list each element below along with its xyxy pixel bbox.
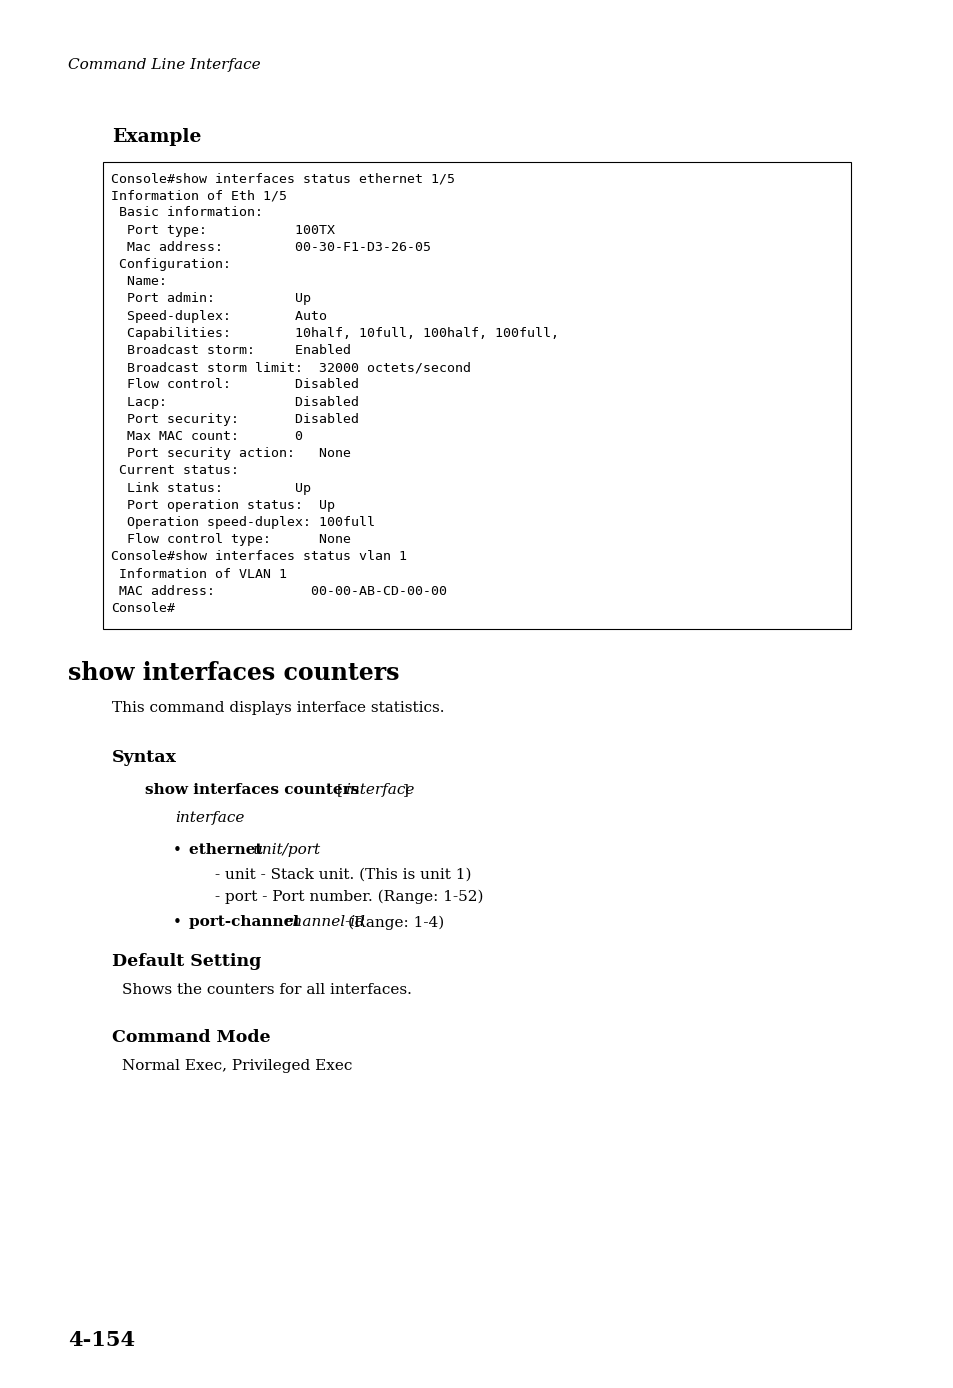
Text: Flow control type:      None: Flow control type: None — [111, 533, 351, 547]
Text: Console#show interfaces status ethernet 1/5: Console#show interfaces status ethernet … — [111, 172, 455, 185]
Text: Capabilities:        10half, 10full, 100half, 100full,: Capabilities: 10half, 10full, 100half, 1… — [111, 326, 558, 340]
Text: Syntax: Syntax — [112, 750, 176, 766]
Text: Broadcast storm:     Enabled: Broadcast storm: Enabled — [111, 344, 351, 357]
Text: unit/port: unit/port — [253, 843, 321, 858]
Text: MAC address:            00-00-AB-CD-00-00: MAC address: 00-00-AB-CD-00-00 — [111, 584, 447, 598]
Text: Port type:           100TX: Port type: 100TX — [111, 223, 335, 236]
Text: 4-154: 4-154 — [68, 1330, 135, 1351]
Text: Max MAC count:       0: Max MAC count: 0 — [111, 430, 303, 443]
Text: Link status:         Up: Link status: Up — [111, 482, 311, 494]
FancyBboxPatch shape — [103, 162, 850, 629]
Text: - unit - Stack unit. (This is unit 1): - unit - Stack unit. (This is unit 1) — [214, 868, 471, 881]
Text: Broadcast storm limit:  32000 octets/second: Broadcast storm limit: 32000 octets/seco… — [111, 361, 471, 375]
Text: Operation speed-duplex: 100full: Operation speed-duplex: 100full — [111, 516, 375, 529]
Text: Command Mode: Command Mode — [112, 1029, 271, 1047]
Text: This command displays interface statistics.: This command displays interface statisti… — [112, 701, 444, 715]
Text: Speed-duplex:        Auto: Speed-duplex: Auto — [111, 310, 327, 322]
Text: Command Line Interface: Command Line Interface — [68, 58, 260, 72]
Text: Information of Eth 1/5: Information of Eth 1/5 — [111, 189, 287, 203]
Text: interface: interface — [345, 783, 414, 797]
Text: - port - Port number. (Range: 1-52): - port - Port number. (Range: 1-52) — [214, 890, 483, 904]
Text: Console#show interfaces status vlan 1: Console#show interfaces status vlan 1 — [111, 551, 407, 564]
Text: •: • — [172, 843, 182, 858]
Text: Port operation status:  Up: Port operation status: Up — [111, 498, 335, 512]
Text: ethernet: ethernet — [189, 843, 268, 858]
Text: Mac address:         00-30-F1-D3-26-05: Mac address: 00-30-F1-D3-26-05 — [111, 240, 431, 254]
Text: Configuration:: Configuration: — [111, 258, 231, 271]
Text: Port security:       Disabled: Port security: Disabled — [111, 412, 358, 426]
Text: ]: ] — [402, 783, 409, 797]
Text: Name:: Name: — [111, 275, 167, 289]
Text: Example: Example — [112, 128, 201, 146]
Text: Lacp:                Disabled: Lacp: Disabled — [111, 396, 358, 408]
Text: Current status:: Current status: — [111, 465, 239, 477]
Text: Port admin:          Up: Port admin: Up — [111, 293, 311, 305]
Text: Normal Exec, Privileged Exec: Normal Exec, Privileged Exec — [122, 1059, 352, 1073]
Text: port-channel: port-channel — [189, 915, 304, 929]
Text: channel-id: channel-id — [284, 915, 364, 929]
Text: Information of VLAN 1: Information of VLAN 1 — [111, 568, 287, 580]
Text: interface: interface — [174, 811, 244, 826]
Text: show interfaces counters: show interfaces counters — [68, 661, 399, 686]
Text: Flow control:        Disabled: Flow control: Disabled — [111, 379, 358, 391]
Text: Console#: Console# — [111, 602, 174, 615]
Text: Shows the counters for all interfaces.: Shows the counters for all interfaces. — [122, 983, 412, 997]
Text: Basic information:: Basic information: — [111, 207, 263, 219]
Text: Default Setting: Default Setting — [112, 954, 261, 970]
Text: show interfaces counters: show interfaces counters — [145, 783, 364, 797]
Text: [: [ — [336, 783, 342, 797]
Text: •: • — [172, 915, 182, 930]
Text: Port security action:   None: Port security action: None — [111, 447, 351, 461]
Text: (Range: 1-4): (Range: 1-4) — [348, 915, 444, 930]
